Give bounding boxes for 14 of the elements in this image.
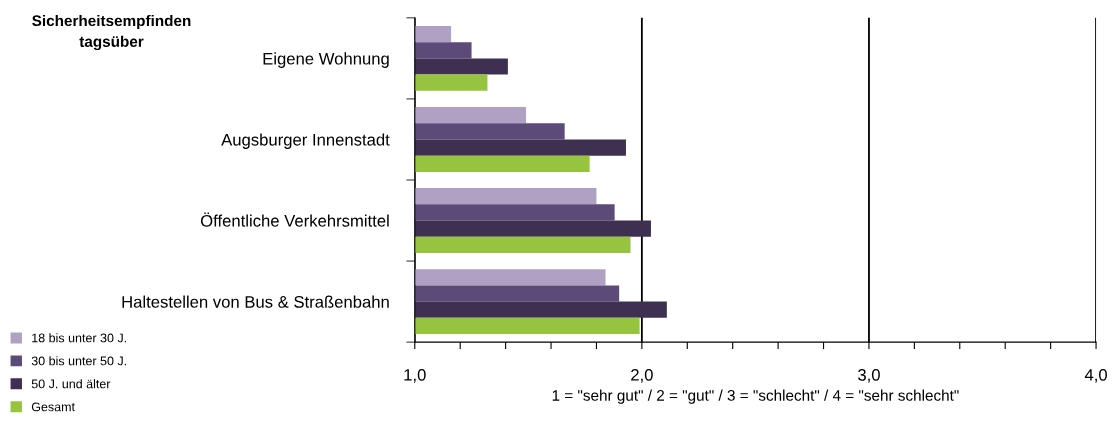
x-tick-label: 2,0 [631, 368, 653, 383]
legend-label: Gesamt [31, 402, 75, 412]
text: Sicherheitsempfinden tagsüber [32, 14, 191, 51]
x-tick-label: 1,0 [404, 368, 426, 383]
legend-label: 30 bis unter 50 J. [31, 356, 126, 366]
x-axis-title: 1 = "sehr gut" / 2 = "gut" / 3 = "schlecht" / 4 = "sehr schlecht" [552, 389, 959, 404]
legend-label: 18 bis unter 30 J. [32, 333, 126, 343]
legend-label: 50 J. und älter [31, 379, 111, 389]
y-tick-label: Öffentliche Verkehrsmittel [200, 212, 389, 227]
x-tick-label: 4,0 [1084, 368, 1107, 383]
x-tick-label: 3,0 [858, 368, 880, 383]
y-tick-label: Augsburger Innenstadt [221, 133, 390, 149]
y-tick-label: Haltestellen von Bus & Straßenbahn [122, 295, 389, 308]
y-tick-label: Eigene Wohnung [263, 52, 389, 68]
